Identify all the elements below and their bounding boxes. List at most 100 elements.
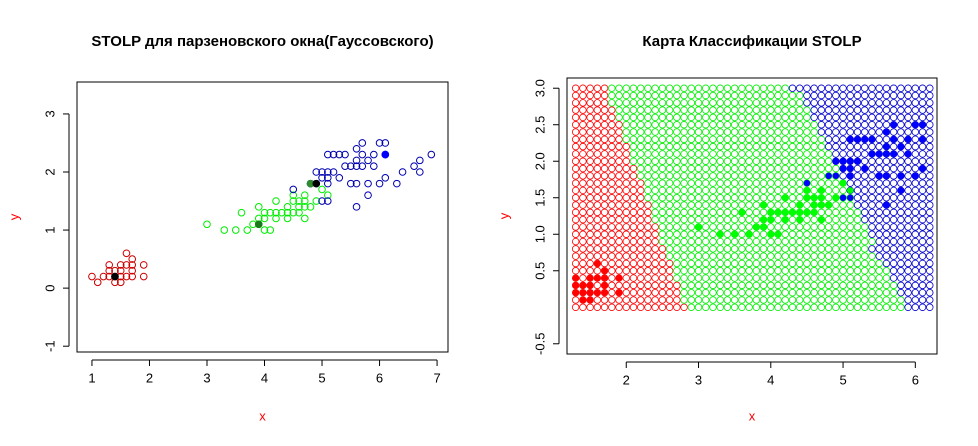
grid-cell [774, 113, 782, 122]
grid-cell [716, 252, 724, 260]
grid-cell [918, 91, 927, 100]
grid-cell [926, 179, 934, 187]
grid-cell [767, 164, 775, 173]
grid-cell [875, 230, 883, 238]
grid-cell [846, 215, 854, 224]
grid-cell [637, 267, 645, 275]
point [116, 278, 125, 287]
grid-cell [673, 142, 681, 151]
grid-cell [853, 121, 862, 129]
grid-cell [759, 259, 768, 268]
grid-cell [593, 172, 602, 180]
grid-cell [868, 142, 876, 151]
grid-cell [673, 135, 681, 144]
grid-cell [644, 113, 652, 122]
grid-cell [694, 215, 703, 224]
grid-cell [926, 252, 934, 260]
point [289, 185, 298, 194]
grid-cell [680, 288, 688, 297]
point [427, 150, 436, 159]
grid-cell [680, 215, 688, 224]
grid-cell [911, 303, 920, 311]
grid-cell [680, 113, 688, 122]
grid-cell [571, 296, 580, 304]
grid-cell [723, 172, 732, 180]
grid-cell [795, 150, 804, 158]
grid-cell [579, 201, 587, 209]
point [601, 274, 608, 282]
grid-cell [571, 179, 580, 187]
grid-cell [882, 150, 891, 158]
grid-cell [795, 164, 804, 173]
grid-cell [709, 150, 717, 158]
grid-cell [658, 150, 667, 158]
grid-cell [738, 288, 746, 297]
point [572, 289, 579, 296]
grid-cell [615, 230, 623, 238]
grid-cell [788, 194, 797, 202]
grid-cell [637, 172, 645, 180]
point [861, 136, 868, 143]
grid-cell [629, 128, 638, 136]
grid-cell [875, 274, 883, 282]
grid-cell [853, 259, 862, 268]
grid-cell [738, 230, 746, 238]
grid-cell [637, 281, 645, 290]
grid-cell [629, 274, 638, 282]
grid-cell [673, 99, 681, 107]
grid-cell [817, 296, 826, 304]
grid-cell [803, 215, 811, 224]
grid-cell [629, 201, 638, 209]
grid-cell [889, 252, 898, 260]
grid-cell [745, 121, 753, 129]
grid-cell [723, 223, 732, 231]
grid-cell [875, 186, 883, 195]
grid-cell [767, 252, 775, 260]
grid-cell [608, 267, 616, 275]
point [695, 223, 702, 231]
grid-cell [817, 215, 826, 224]
grid-cell [882, 179, 891, 187]
grid-cell [853, 172, 862, 180]
grid-cell [817, 281, 826, 290]
grid-cell [817, 252, 826, 260]
grid-cell [918, 237, 927, 246]
grid-cell [680, 296, 688, 304]
grid-cell [637, 121, 645, 129]
grid-cell [824, 164, 833, 173]
x-tick-label: 5 [839, 372, 846, 387]
grid-cell [846, 179, 854, 187]
grid-cell [853, 84, 862, 92]
grid-cell [608, 91, 616, 100]
grid-cell [651, 237, 659, 246]
grid-cell [637, 106, 645, 114]
grid-cell [861, 121, 869, 129]
grid-cell [918, 142, 927, 151]
grid-cell [637, 186, 645, 195]
point [767, 216, 775, 223]
point [393, 179, 401, 188]
grid-cell [788, 164, 797, 173]
grid-cell [832, 281, 840, 290]
grid-cell [622, 128, 630, 136]
grid-cell [918, 186, 927, 195]
grid-cell [637, 128, 645, 136]
point [883, 172, 890, 180]
grid-cell [810, 172, 818, 180]
grid-cell [882, 99, 891, 107]
grid-cell [571, 106, 580, 114]
grid-cell [629, 135, 638, 144]
grid-cell [861, 84, 869, 92]
grid-cell [911, 274, 920, 282]
grid-cell [918, 106, 927, 114]
x-tick-label: 4 [767, 372, 774, 387]
grid-cell [853, 157, 862, 165]
grid-cell [810, 106, 818, 114]
grid-cell [767, 237, 775, 246]
grid-cell [861, 223, 869, 231]
grid-cell [832, 157, 840, 165]
grid-cell [788, 303, 797, 311]
grid-cell [918, 157, 927, 165]
grid-cell [897, 186, 905, 195]
grid-cell [745, 208, 753, 217]
